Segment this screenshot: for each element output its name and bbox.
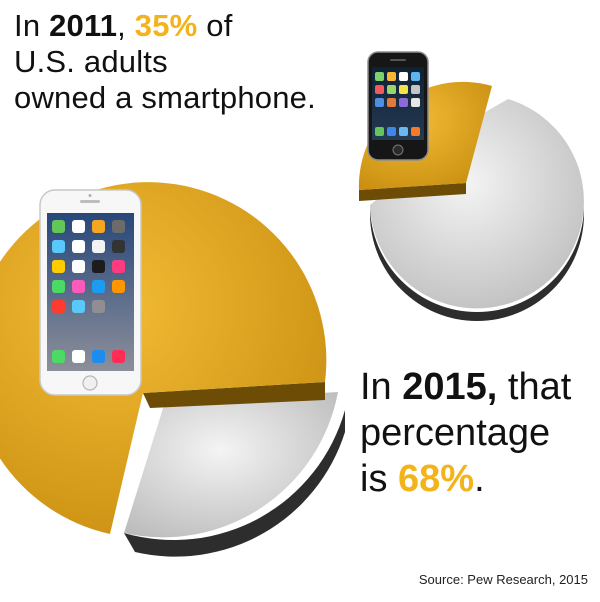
headline-2015-percent: 68% bbox=[398, 458, 475, 500]
iphone-6-icon bbox=[39, 189, 142, 396]
headline-2011: In 2011, 35% of U.S. adults owned a smar… bbox=[14, 8, 344, 116]
headline-2015-line2: percentage bbox=[360, 412, 551, 454]
headline-2011-line2: U.S. adults bbox=[14, 44, 168, 79]
pie-2011-slice-rest bbox=[370, 99, 584, 309]
pie-2015-slice-owned-side bbox=[143, 382, 325, 408]
headline-2015-line3-suffix: . bbox=[474, 458, 485, 500]
headline-2015-prefix: In bbox=[360, 366, 403, 408]
headline-2011-prefix: In bbox=[14, 8, 50, 43]
headline-2015-line3-prefix: is bbox=[360, 458, 398, 500]
headline-2011-year: 2011 bbox=[49, 8, 118, 43]
headline-2015-rest: that bbox=[497, 366, 572, 408]
headline-2011-percent: 35% bbox=[134, 8, 198, 43]
headline-2011-sep: , bbox=[117, 8, 135, 43]
pie-2015-slice-rest bbox=[124, 392, 338, 538]
headline-2011-rest: of bbox=[197, 8, 233, 43]
pie-2015-slice-rest-side bbox=[124, 410, 345, 557]
headline-2015: In 2015, that percentage is 68%. bbox=[360, 364, 595, 502]
headline-2015-year: 2015, bbox=[402, 366, 498, 408]
headline-2011-line3: owned a smartphone. bbox=[14, 80, 316, 115]
iphone-original-icon bbox=[367, 51, 429, 161]
source-credit: Source: Pew Research, 2015 bbox=[418, 572, 588, 587]
pie-2011-slice-owned-side bbox=[359, 183, 466, 201]
